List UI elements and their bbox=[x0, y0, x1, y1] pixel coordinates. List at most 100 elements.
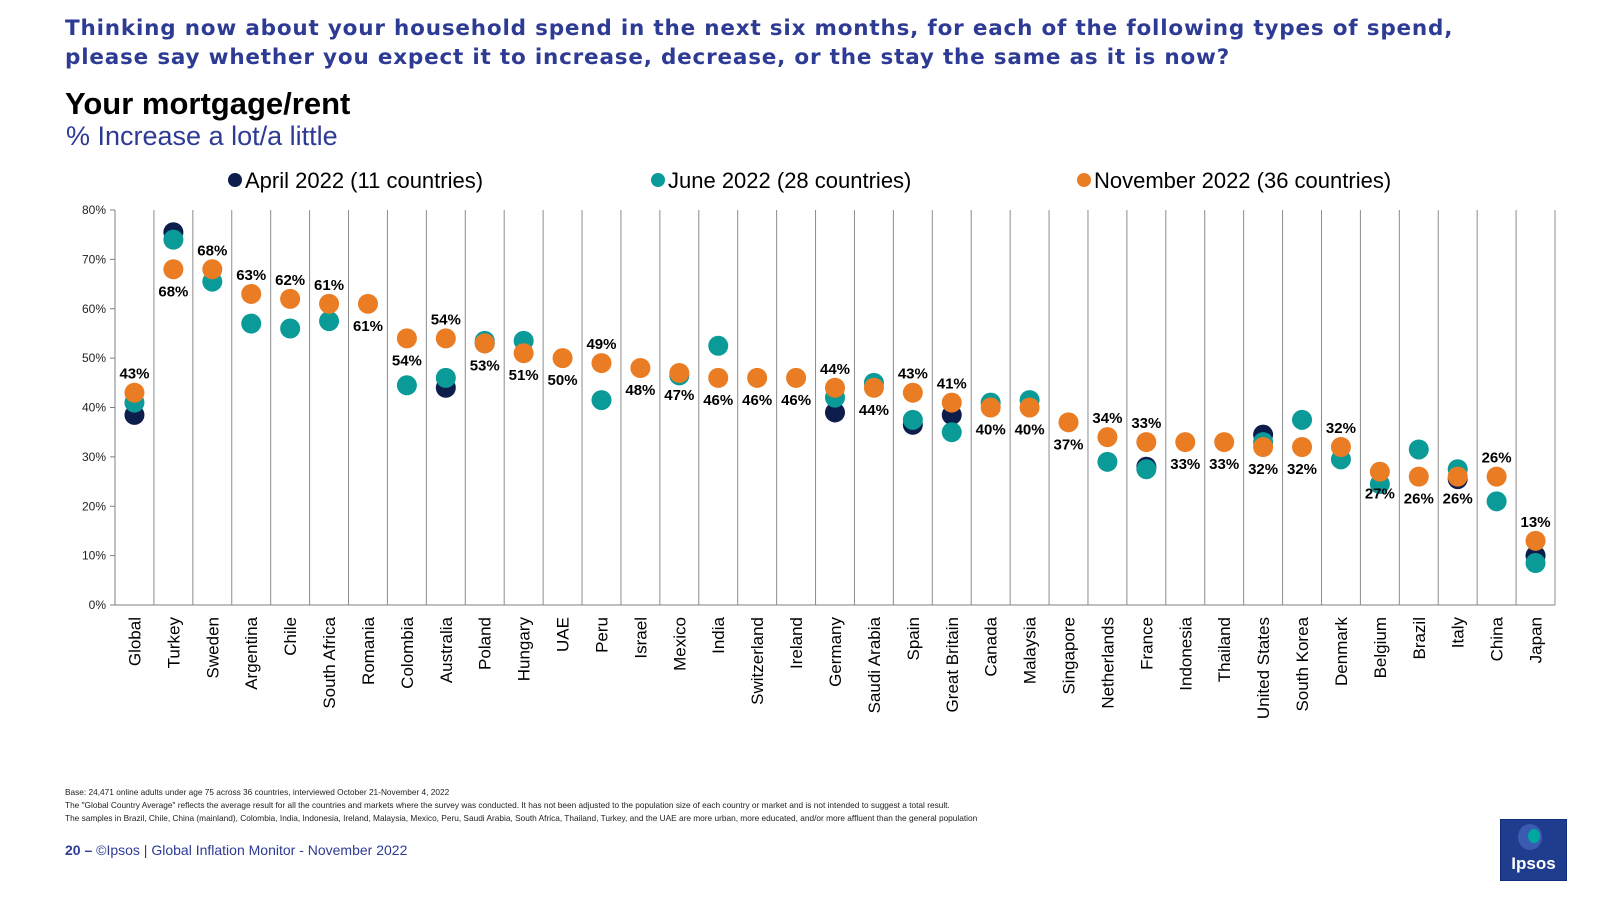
x-tick-label: Indonesia bbox=[1176, 616, 1195, 690]
x-tick-label: China bbox=[1488, 616, 1507, 661]
data-labels: 43% 68% 68% 63% 62% 61% 61% 54% 54% 53% 51% 50% 49% 4… bbox=[119, 242, 1550, 531]
x-tick-label: Saudi Arabia bbox=[865, 616, 884, 713]
footnote-global-average: The "Global Country Average" reflects th… bbox=[65, 800, 950, 810]
dot-chart: April 2022 (11 countries) June 2022 (28 c… bbox=[82, 168, 1556, 719]
x-tick-label: Chile bbox=[281, 617, 300, 656]
legend-label-april: April 2022 (11 countries) bbox=[245, 168, 483, 193]
y-tick-label: 40% bbox=[82, 401, 106, 415]
data-label: 63% bbox=[236, 267, 266, 284]
page-number: 20 – bbox=[65, 842, 93, 858]
x-tick-label: Colombia bbox=[398, 616, 417, 688]
x-tick-label: Mexico bbox=[670, 617, 689, 671]
point-november-romania bbox=[357, 293, 378, 314]
y-tick-label: 80% bbox=[82, 203, 106, 217]
footer: 20 – ©Ipsos | Global Inflation Monitor -… bbox=[65, 842, 407, 858]
point-november-israel bbox=[630, 358, 651, 378]
point-november-germany bbox=[825, 377, 845, 398]
data-label: 43% bbox=[898, 366, 928, 383]
data-label: 61% bbox=[314, 277, 344, 294]
point-november-argentina bbox=[241, 283, 262, 304]
data-label: 37% bbox=[1053, 436, 1083, 453]
x-tick-label: Denmark bbox=[1332, 617, 1351, 686]
data-label: 32% bbox=[1248, 461, 1278, 478]
point-november-south-africa bbox=[319, 293, 340, 314]
footnotes: Base: 24,471 online adults under age 75 … bbox=[65, 786, 977, 825]
data-label: 44% bbox=[859, 402, 889, 419]
x-tick-label: Japan bbox=[1527, 617, 1546, 663]
data-label: 32% bbox=[1326, 420, 1356, 437]
data-label: 40% bbox=[1015, 422, 1045, 439]
data-label: 49% bbox=[586, 336, 616, 353]
point-june-india bbox=[708, 335, 729, 356]
data-label: 44% bbox=[820, 361, 850, 378]
point-november-netherlands bbox=[1097, 427, 1118, 448]
point-june-chile bbox=[280, 318, 301, 339]
point-november-poland bbox=[474, 333, 495, 354]
point-november-spain bbox=[902, 382, 923, 403]
x-tick-label: Ireland bbox=[787, 617, 806, 669]
point-november-sweden bbox=[202, 259, 223, 280]
legend-marker-june bbox=[651, 173, 665, 187]
point-june-australia bbox=[435, 367, 456, 388]
y-tick-label: 0% bbox=[89, 598, 107, 612]
footnote-samples: The samples in Brazil, Chile, China (mai… bbox=[65, 813, 978, 823]
x-tick-label: Germany bbox=[826, 617, 845, 687]
footer-text: ©Ipsos | Global Inflation Monitor - Nove… bbox=[96, 842, 408, 858]
data-label: 68% bbox=[197, 242, 227, 259]
x-tick-label: Netherlands bbox=[1098, 617, 1117, 709]
point-november-belgium bbox=[1369, 461, 1390, 482]
point-november-indonesia bbox=[1175, 432, 1196, 453]
y-axis: 0% 10% 20% 30% 40% 50% 60% 70% 80% bbox=[82, 203, 1555, 612]
x-tick-label: Peru bbox=[592, 617, 611, 653]
point-november-global bbox=[124, 382, 145, 403]
point-june-china bbox=[1486, 491, 1507, 512]
point-june-south-africa bbox=[319, 311, 340, 332]
data-label: 34% bbox=[1092, 410, 1122, 427]
x-tick-label: Thailand bbox=[1215, 617, 1234, 682]
point-november-uae bbox=[552, 348, 573, 369]
point-june-brazil bbox=[1408, 439, 1429, 460]
legend-marker-november bbox=[1077, 173, 1091, 187]
point-november-france bbox=[1136, 432, 1157, 453]
x-tick-label: Singapore bbox=[1060, 617, 1079, 695]
logo-text: Ipsos bbox=[1511, 854, 1556, 873]
data-label: 33% bbox=[1209, 456, 1239, 473]
data-label: 51% bbox=[509, 367, 539, 384]
x-tick-label: Argentina bbox=[242, 616, 261, 689]
y-tick-label: 30% bbox=[82, 450, 106, 464]
point-november-italy bbox=[1447, 466, 1468, 487]
x-tick-label: Belgium bbox=[1371, 617, 1390, 678]
x-tick-label: Great Britain bbox=[943, 617, 962, 712]
data-label: 26% bbox=[1443, 491, 1473, 508]
point-november-china bbox=[1486, 466, 1507, 487]
x-tick-label: Italy bbox=[1449, 617, 1468, 649]
point-november-great-britain bbox=[941, 392, 962, 413]
point-november-chile bbox=[280, 288, 301, 309]
data-label: 33% bbox=[1131, 415, 1161, 432]
point-november-hungary bbox=[513, 343, 534, 364]
point-april-germany bbox=[825, 402, 845, 423]
point-june-france bbox=[1136, 459, 1157, 480]
data-label: 13% bbox=[1521, 514, 1551, 531]
point-november-south-korea bbox=[1292, 437, 1313, 457]
ipsos-logo: Ipsos bbox=[1500, 819, 1567, 881]
point-june-south-korea bbox=[1292, 409, 1313, 430]
y-tick-label: 60% bbox=[82, 302, 106, 316]
point-november-ireland bbox=[786, 367, 807, 388]
footnote-base: Base: 24,471 online adults under age 75 … bbox=[65, 787, 450, 797]
x-tick-label: Switzerland bbox=[748, 617, 767, 705]
data-label: 41% bbox=[937, 376, 967, 393]
point-june-turkey bbox=[163, 229, 184, 250]
data-label: 43% bbox=[119, 366, 149, 383]
x-tick-label: France bbox=[1137, 617, 1156, 670]
x-tick-label: South Africa bbox=[320, 616, 339, 708]
x-tick-label: UAE bbox=[554, 617, 573, 652]
x-tick-label: Brazil bbox=[1410, 617, 1429, 660]
point-november-switzerland bbox=[747, 367, 768, 388]
x-tick-label: Australia bbox=[437, 616, 456, 683]
x-tick-label: United States bbox=[1254, 617, 1273, 719]
x-tick-label: Spain bbox=[904, 617, 923, 660]
point-june-great-britain bbox=[941, 422, 962, 443]
y-tick-label: 70% bbox=[82, 252, 106, 266]
data-label: 40% bbox=[976, 422, 1006, 439]
